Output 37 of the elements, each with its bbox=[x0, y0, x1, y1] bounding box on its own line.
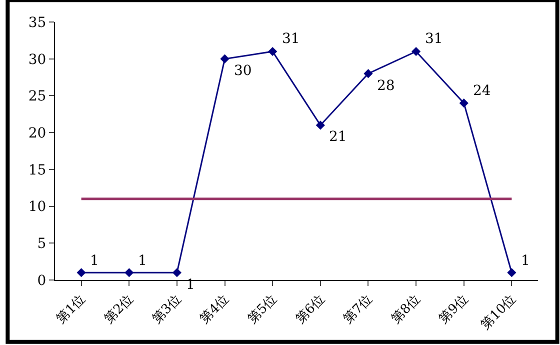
y-tick-label: 10 bbox=[28, 199, 46, 216]
data-label: 31 bbox=[282, 31, 300, 47]
data-label: 1 bbox=[90, 253, 99, 269]
data-label: 30 bbox=[234, 63, 252, 79]
y-tick-label: 20 bbox=[28, 125, 46, 142]
y-tick-label: 30 bbox=[28, 52, 46, 68]
data-label: 1 bbox=[138, 253, 147, 269]
point bbox=[507, 268, 516, 278]
point bbox=[316, 120, 325, 130]
x-tick-label: 第2位 bbox=[102, 292, 137, 327]
x-tick-label: 第4位 bbox=[197, 292, 232, 327]
y-tick-label: 25 bbox=[28, 88, 46, 105]
point bbox=[76, 268, 86, 278]
y-tick-label: 35 bbox=[28, 14, 46, 31]
x-tick-label: 第5位 bbox=[245, 292, 280, 327]
point bbox=[172, 268, 182, 278]
y-tick-label: 5 bbox=[37, 236, 46, 252]
data-label: 21 bbox=[329, 129, 347, 145]
data-label: 24 bbox=[473, 83, 491, 99]
point bbox=[220, 54, 230, 64]
x-tick-label: 第7位 bbox=[340, 292, 376, 327]
x-tick-label: 第8位 bbox=[388, 292, 424, 327]
x-tick-label: 第1位 bbox=[54, 292, 89, 327]
point bbox=[268, 46, 278, 56]
x-tick-label: 第3位 bbox=[150, 292, 184, 327]
point bbox=[124, 268, 134, 278]
point bbox=[412, 46, 421, 56]
y-tick-label: 15 bbox=[28, 162, 46, 178]
data-label: 28 bbox=[377, 78, 395, 94]
x-tick-label: 第6位 bbox=[292, 292, 328, 327]
x-tick-label: 第10位 bbox=[478, 292, 520, 333]
data-label: 31 bbox=[425, 31, 443, 47]
y-tick-label: 0 bbox=[37, 272, 46, 289]
data-label: 1 bbox=[521, 253, 530, 269]
point bbox=[459, 98, 468, 108]
x-tick-label: 第9位 bbox=[436, 292, 472, 327]
point bbox=[364, 69, 373, 78]
